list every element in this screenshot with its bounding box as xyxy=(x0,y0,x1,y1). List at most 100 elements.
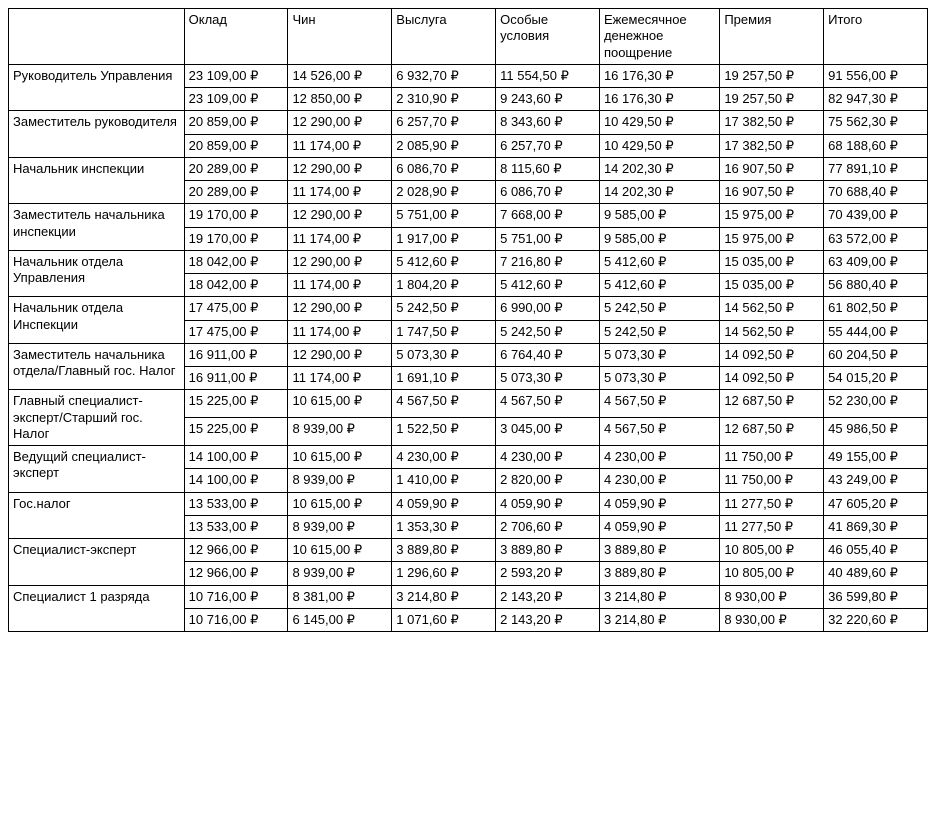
value-cell: 13 533,00 ₽ xyxy=(184,515,288,538)
value-cell: 20 289,00 ₽ xyxy=(184,157,288,180)
position-label: Начальник отдела Управления xyxy=(9,250,185,297)
value-cell: 10 615,00 ₽ xyxy=(288,390,392,418)
value-cell: 5 242,50 ₽ xyxy=(599,297,719,320)
value-cell: 12 687,50 ₽ xyxy=(720,390,824,418)
value-cell: 15 975,00 ₽ xyxy=(720,227,824,250)
table-row: Гос.налог13 533,00 ₽10 615,00 ₽4 059,90 … xyxy=(9,492,928,515)
value-cell: 4 230,00 ₽ xyxy=(599,469,719,492)
value-cell: 2 820,00 ₽ xyxy=(496,469,600,492)
value-cell: 4 567,50 ₽ xyxy=(392,390,496,418)
column-header: Итого xyxy=(824,9,928,65)
value-cell: 4 230,00 ₽ xyxy=(496,446,600,469)
value-cell: 12 850,00 ₽ xyxy=(288,88,392,111)
value-cell: 2 310,90 ₽ xyxy=(392,88,496,111)
salary-table: ОкладЧинВыслугаОсобые условияЕжемесячное… xyxy=(8,8,928,632)
value-cell: 19 170,00 ₽ xyxy=(184,227,288,250)
value-cell: 5 751,00 ₽ xyxy=(392,204,496,227)
value-cell: 6 257,70 ₽ xyxy=(392,111,496,134)
value-cell: 4 230,00 ₽ xyxy=(392,446,496,469)
value-cell: 75 562,30 ₽ xyxy=(824,111,928,134)
position-label: Ведущий специалист-эксперт xyxy=(9,446,185,493)
value-cell: 3 889,80 ₽ xyxy=(599,539,719,562)
value-cell: 91 556,00 ₽ xyxy=(824,64,928,87)
value-cell: 19 257,50 ₽ xyxy=(720,88,824,111)
column-header: Премия xyxy=(720,9,824,65)
value-cell: 47 605,20 ₽ xyxy=(824,492,928,515)
value-cell: 11 174,00 ₽ xyxy=(288,227,392,250)
value-cell: 3 889,80 ₽ xyxy=(392,539,496,562)
table-body: Руководитель Управления23 109,00 ₽14 526… xyxy=(9,64,928,631)
value-cell: 2 143,20 ₽ xyxy=(496,585,600,608)
value-cell: 1 804,20 ₽ xyxy=(392,274,496,297)
table-row: Ведущий специалист-эксперт14 100,00 ₽10 … xyxy=(9,446,928,469)
value-cell: 7 216,80 ₽ xyxy=(496,250,600,273)
position-label: Главный специалист-эксперт/Старший гос. … xyxy=(9,390,185,446)
value-cell: 3 214,80 ₽ xyxy=(599,585,719,608)
value-cell: 11 174,00 ₽ xyxy=(288,181,392,204)
value-cell: 1 296,60 ₽ xyxy=(392,562,496,585)
value-cell: 10 615,00 ₽ xyxy=(288,539,392,562)
value-cell: 20 289,00 ₽ xyxy=(184,181,288,204)
value-cell: 12 290,00 ₽ xyxy=(288,157,392,180)
value-cell: 3 214,80 ₽ xyxy=(599,608,719,631)
column-header: Оклад xyxy=(184,9,288,65)
column-header: Особые условия xyxy=(496,9,600,65)
value-cell: 63 409,00 ₽ xyxy=(824,250,928,273)
value-cell: 16 907,50 ₽ xyxy=(720,181,824,204)
value-cell: 3 889,80 ₽ xyxy=(599,562,719,585)
table-row: Начальник инспекции20 289,00 ₽12 290,00 … xyxy=(9,157,928,180)
value-cell: 5 242,50 ₽ xyxy=(599,320,719,343)
value-cell: 17 382,50 ₽ xyxy=(720,111,824,134)
value-cell: 11 174,00 ₽ xyxy=(288,134,392,157)
table-row: Начальник отдела Управления18 042,00 ₽12… xyxy=(9,250,928,273)
value-cell: 70 439,00 ₽ xyxy=(824,204,928,227)
value-cell: 5 412,60 ₽ xyxy=(392,250,496,273)
table-row: Главный специалист-эксперт/Старший гос. … xyxy=(9,390,928,418)
value-cell: 5 073,30 ₽ xyxy=(599,367,719,390)
value-cell: 3 889,80 ₽ xyxy=(496,539,600,562)
value-cell: 18 042,00 ₽ xyxy=(184,250,288,273)
value-cell: 11 174,00 ₽ xyxy=(288,320,392,343)
value-cell: 2 143,20 ₽ xyxy=(496,608,600,631)
value-cell: 2 028,90 ₽ xyxy=(392,181,496,204)
value-cell: 4 567,50 ₽ xyxy=(496,390,600,418)
value-cell: 36 599,80 ₽ xyxy=(824,585,928,608)
value-cell: 17 382,50 ₽ xyxy=(720,134,824,157)
value-cell: 19 257,50 ₽ xyxy=(720,64,824,87)
value-cell: 11 750,00 ₽ xyxy=(720,469,824,492)
value-cell: 16 907,50 ₽ xyxy=(720,157,824,180)
position-label: Специалист 1 разряда xyxy=(9,585,185,632)
value-cell: 3 045,00 ₽ xyxy=(496,418,600,446)
column-header: Выслуга xyxy=(392,9,496,65)
table-row: Заместитель начальника инспекции19 170,0… xyxy=(9,204,928,227)
position-label: Руководитель Управления xyxy=(9,64,185,111)
value-cell: 10 615,00 ₽ xyxy=(288,446,392,469)
value-cell: 2 593,20 ₽ xyxy=(496,562,600,585)
value-cell: 10 615,00 ₽ xyxy=(288,492,392,515)
value-cell: 82 947,30 ₽ xyxy=(824,88,928,111)
value-cell: 12 290,00 ₽ xyxy=(288,204,392,227)
table-row: Специалист 1 разряда10 716,00 ₽8 381,00 … xyxy=(9,585,928,608)
value-cell: 11 750,00 ₽ xyxy=(720,446,824,469)
value-cell: 6 086,70 ₽ xyxy=(496,181,600,204)
value-cell: 14 092,50 ₽ xyxy=(720,343,824,366)
column-header xyxy=(9,9,185,65)
position-label: Заместитель начальника отдела/Главный го… xyxy=(9,343,185,390)
value-cell: 1 747,50 ₽ xyxy=(392,320,496,343)
value-cell: 20 859,00 ₽ xyxy=(184,134,288,157)
value-cell: 12 966,00 ₽ xyxy=(184,539,288,562)
value-cell: 15 035,00 ₽ xyxy=(720,250,824,273)
value-cell: 12 687,50 ₽ xyxy=(720,418,824,446)
value-cell: 70 688,40 ₽ xyxy=(824,181,928,204)
value-cell: 6 145,00 ₽ xyxy=(288,608,392,631)
value-cell: 10 805,00 ₽ xyxy=(720,539,824,562)
value-cell: 20 859,00 ₽ xyxy=(184,111,288,134)
value-cell: 5 073,30 ₽ xyxy=(392,343,496,366)
value-cell: 3 214,80 ₽ xyxy=(392,585,496,608)
value-cell: 45 986,50 ₽ xyxy=(824,418,928,446)
value-cell: 56 880,40 ₽ xyxy=(824,274,928,297)
value-cell: 12 290,00 ₽ xyxy=(288,250,392,273)
value-cell: 19 170,00 ₽ xyxy=(184,204,288,227)
value-cell: 9 585,00 ₽ xyxy=(599,227,719,250)
value-cell: 8 939,00 ₽ xyxy=(288,469,392,492)
